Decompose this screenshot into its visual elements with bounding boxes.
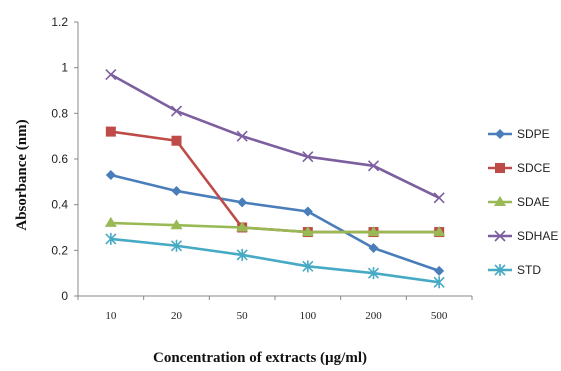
axes: 0 0.2 0.4 0.6 0.8 1 1.2 10 20 50 100 200 500: [51, 15, 473, 322]
legend-label: SDCE: [517, 161, 550, 175]
data-point: [237, 197, 248, 208]
data-point: [171, 135, 182, 146]
data-point: [367, 267, 380, 280]
legend-label: SDAE: [517, 195, 550, 209]
legend: SDPE SDCE SDAE SDHAE STD: [488, 127, 558, 277]
data-point: [105, 126, 116, 137]
data-point: [170, 239, 183, 252]
data-point: [171, 185, 182, 196]
y-tick-label: 1: [61, 61, 68, 75]
data-point: [105, 68, 117, 81]
data-point: [434, 265, 445, 276]
x-tick-label: 500: [431, 310, 448, 322]
legend-item: SDAE: [488, 195, 550, 209]
series-line: [110, 237, 440, 284]
data-point: [104, 216, 117, 227]
x-tick-label: 50: [237, 310, 249, 322]
data-point: [170, 105, 183, 117]
data-point: [236, 130, 248, 142]
x-tick-label: 200: [365, 310, 382, 322]
series-layer: [104, 68, 446, 289]
legend-marker: [494, 264, 506, 276]
data-point: [105, 169, 116, 180]
series-sdpe: [105, 169, 445, 276]
data-point: [368, 243, 379, 254]
data-point: [302, 206, 313, 217]
x-tick-label: 20: [171, 310, 183, 322]
y-axis-title: Absorbance (nm): [14, 119, 30, 230]
legend-label: STD: [517, 263, 541, 277]
data-point: [302, 260, 314, 273]
x-tick-label: 10: [105, 310, 117, 322]
data-point: [367, 160, 380, 172]
data-point: [302, 151, 314, 163]
data-point: [301, 226, 314, 237]
series-line: [110, 221, 440, 234]
y-tick-label: 0.4: [51, 198, 68, 212]
legend-item: SDPE: [488, 127, 550, 141]
legend-item: STD: [488, 263, 541, 277]
series-std: [105, 232, 445, 289]
y-tick-label: 0.8: [51, 106, 68, 120]
series-sdce: [105, 126, 445, 238]
legend-label: SDHAE: [517, 229, 558, 243]
data-point: [105, 232, 117, 245]
y-tick-label: 0: [61, 289, 68, 303]
data-point: [236, 248, 248, 261]
series-line: [110, 173, 440, 273]
legend-marker: [495, 163, 505, 173]
data-point: [236, 221, 249, 232]
legend-label: SDPE: [517, 127, 550, 141]
data-point: [170, 219, 183, 230]
data-point: [433, 226, 446, 237]
series-sdhae: [105, 68, 445, 204]
legend-marker: [494, 196, 506, 206]
legend-marker: [494, 230, 506, 242]
legend-item: SDHAE: [488, 229, 558, 243]
x-tick-label: 100: [300, 310, 317, 322]
data-point: [367, 226, 380, 237]
data-point: [433, 192, 445, 204]
series-line: [110, 73, 440, 199]
legend-marker: [495, 129, 505, 139]
legend-item: SDCE: [488, 161, 550, 175]
y-tick-label: 0.2: [51, 243, 68, 257]
y-tick-label: 0.6: [51, 152, 68, 166]
data-point: [433, 276, 445, 289]
x-axis-title: Concentration of extracts (µg/ml): [153, 350, 367, 366]
series-sdae: [104, 216, 446, 237]
y-tick-label: 1.2: [51, 15, 68, 29]
